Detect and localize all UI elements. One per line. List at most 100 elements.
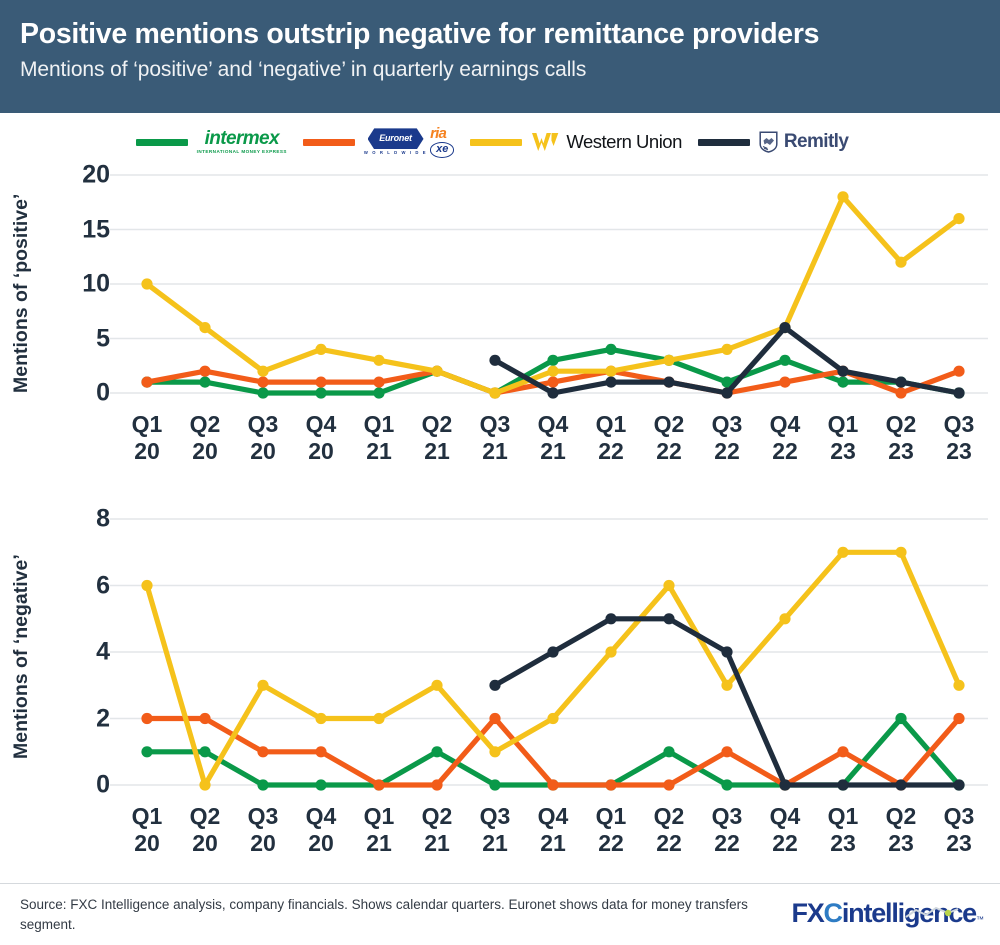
data-point-euronet: [953, 712, 965, 725]
data-point-western-union: [141, 278, 153, 290]
data-point-western-union: [199, 322, 211, 334]
x-axis-tick: Q1 23: [827, 803, 859, 856]
x-axis-tick: Q2 20: [189, 803, 221, 856]
fxc-logo-c: C: [823, 898, 844, 928]
series-line-euronet: [144, 715, 962, 788]
data-point-remitly: [779, 322, 791, 334]
x-axis-tick: Q4 21: [537, 803, 569, 856]
data-point-euronet: [489, 712, 501, 725]
data-point-remitly: [605, 376, 617, 388]
data-point-remitly: [547, 387, 559, 399]
data-point-euronet: [257, 746, 269, 758]
y-axis-tick: 6: [96, 571, 110, 599]
intermex-logo: intermex INTERNATIONAL MONEY EXPRESS: [197, 129, 287, 154]
data-point-western-union: [315, 712, 327, 725]
x-axis-tick: Q1 23: [827, 411, 859, 464]
data-point-remitly: [663, 376, 675, 388]
data-point-euronet: [199, 712, 211, 725]
fxc-logo-fx: FX: [791, 898, 824, 928]
x-axis-tick: Q3 21: [479, 803, 511, 856]
fxc-logo-tm: ™: [976, 915, 984, 924]
x-axis-tick: Q3 21: [479, 411, 511, 464]
x-axis-tick: Q1 20: [131, 411, 163, 464]
y-axis-tick: 5: [96, 324, 110, 352]
data-point-intermex: [489, 779, 501, 791]
y-axis-tick: 0: [96, 770, 110, 799]
source-note: Source: FXC Intelligence analysis, compa…: [20, 897, 748, 932]
data-point-western-union: [257, 365, 269, 377]
data-point-remitly: [779, 779, 791, 791]
western-union-w-icon: [532, 133, 559, 151]
data-point-western-union: [547, 365, 559, 377]
fxc-intelligence-logo: FX C intelligence ™: [791, 898, 984, 929]
data-point-western-union: [895, 546, 907, 558]
data-point-remitly: [953, 387, 965, 399]
data-point-euronet: [721, 746, 733, 758]
legend-swatch-intermex: [135, 138, 188, 146]
data-point-western-union: [721, 343, 733, 355]
y-axis-tick: 15: [82, 215, 110, 243]
y-axis-tick: 10: [82, 269, 110, 298]
data-point-western-union: [257, 679, 269, 691]
western-union-logo: Western Union: [531, 131, 682, 153]
x-axis-tick: Q3 23: [943, 803, 975, 856]
data-point-western-union: [663, 579, 675, 592]
data-point-western-union: [663, 354, 675, 366]
legend-swatch-western-union: [470, 138, 523, 146]
legend-swatch-euronet: [302, 138, 355, 146]
intermex-logo-wordmark: intermex: [204, 128, 280, 150]
data-point-intermex: [895, 712, 907, 725]
chart-positive-mentions: Mentions of ‘positive’ 0 5 10 15 20 Q1 20 Q2 20…: [0, 161, 1000, 483]
data-point-western-union: [431, 679, 443, 691]
header-banner: Positive mentions outstrip negative for …: [0, 0, 1000, 113]
data-point-euronet: [605, 779, 617, 791]
data-point-intermex: [315, 779, 327, 791]
x-axis-tick: Q4 22: [769, 411, 801, 464]
x-axis-tick: Q4 21: [537, 411, 569, 464]
x-axis-tick: Q3 20: [247, 803, 279, 856]
data-point-intermex: [257, 387, 269, 399]
x-axis-tick: Q2 23: [885, 803, 917, 856]
data-point-western-union: [199, 779, 211, 791]
data-point-euronet: [953, 365, 965, 377]
legend-item-euronet[interactable]: Euronet W O R L D W I D E ria xe: [302, 121, 470, 163]
data-point-remitly: [953, 779, 965, 791]
legend-item-intermex[interactable]: intermex INTERNATIONAL MONEY EXPRESS: [135, 121, 303, 163]
data-point-western-union: [837, 546, 849, 558]
fxc-logo-rest: intelligence: [841, 898, 977, 928]
data-point-western-union: [373, 712, 385, 725]
data-point-western-union: [895, 256, 907, 268]
data-point-euronet: [779, 376, 791, 388]
data-point-intermex: [547, 354, 559, 366]
remitly-logo: Remitly: [759, 131, 849, 153]
chart-negative-plot: [110, 518, 988, 791]
x-axis-tick: Q4 22: [769, 803, 801, 856]
data-point-euronet: [141, 712, 153, 725]
data-point-euronet: [895, 387, 907, 399]
data-point-western-union: [315, 343, 327, 355]
data-point-western-union: [837, 191, 849, 203]
data-point-remitly: [489, 679, 501, 691]
data-point-intermex: [721, 376, 733, 388]
x-axis-tick: Q2 21: [421, 411, 453, 464]
data-point-intermex: [257, 779, 269, 791]
euronet-ria-xe-logo: Euronet W O R L D W I D E ria xe: [364, 126, 455, 158]
x-axis-tick: Q3 20: [247, 411, 279, 464]
y-axis-tick: 0: [96, 378, 110, 407]
intermex-logo-tagline: INTERNATIONAL MONEY EXPRESS: [196, 148, 287, 154]
data-point-euronet: [431, 779, 443, 791]
data-point-euronet: [663, 779, 675, 791]
remitly-shield-icon: [759, 131, 778, 153]
data-point-euronet: [199, 365, 211, 377]
y-axis-tick: 4: [96, 637, 110, 666]
data-point-euronet: [315, 376, 327, 388]
legend-swatch-remitly: [697, 138, 750, 146]
data-point-intermex: [779, 354, 791, 366]
data-point-western-union: [605, 365, 617, 377]
data-point-remitly: [895, 376, 907, 388]
legend-item-western-union[interactable]: Western Union: [470, 121, 698, 163]
x-axis-tick: Q2 22: [653, 803, 685, 856]
legend-item-remitly[interactable]: Remitly: [697, 121, 864, 163]
x-axis-tick: Q2 21: [421, 803, 453, 856]
